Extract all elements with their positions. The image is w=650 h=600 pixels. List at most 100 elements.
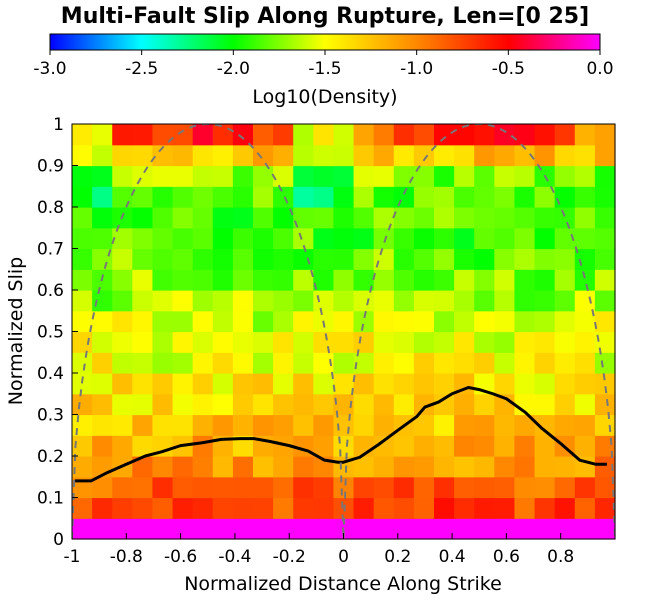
heatmap-cell [92, 352, 113, 374]
heatmap-cell [192, 476, 214, 499]
heatmap-cell [353, 456, 375, 478]
heatmap-cell [92, 435, 113, 457]
heatmap-cell [333, 186, 355, 208]
heatmap-cell [434, 414, 455, 436]
heatmap-cell [253, 124, 274, 146]
heatmap-cell [232, 373, 254, 395]
y-tick-label: 0.5 [37, 323, 64, 343]
heatmap-cell [454, 435, 475, 457]
heatmap-cell [554, 124, 576, 146]
heatmap-cell [434, 497, 455, 519]
heatmap-cell [132, 331, 154, 353]
heatmap-cell [192, 207, 214, 229]
heatmap-cell [152, 227, 174, 250]
heatmap-cell [494, 518, 516, 540]
heatmap-cell [293, 497, 314, 519]
heatmap-cell [494, 331, 516, 353]
heatmap-cell [514, 269, 536, 291]
heatmap-cell [474, 331, 495, 353]
heatmap-cell [413, 207, 435, 229]
x-tick-label: 0.8 [547, 547, 574, 567]
heatmap-cell [92, 248, 113, 270]
heatmap-cell [152, 331, 174, 353]
heatmap-cell [132, 476, 154, 499]
heatmap-cell [534, 290, 556, 312]
heatmap-cell [212, 331, 234, 353]
heatmap-cell [373, 435, 395, 457]
heatmap-cell [474, 310, 495, 333]
heatmap-cell [112, 144, 133, 167]
heatmap-cell [253, 144, 274, 167]
heatmap-cell [554, 497, 576, 519]
heatmap-cell [413, 393, 435, 416]
heatmap-cell [574, 352, 596, 374]
heatmap-cell [474, 435, 495, 457]
heatmap-cell [232, 456, 254, 478]
heatmap-cell [554, 352, 576, 374]
heatmap-cell [232, 290, 254, 312]
heatmap-cell [353, 518, 375, 540]
heatmap-cell [232, 497, 254, 519]
heatmap-cell [554, 476, 576, 499]
heatmap-cell [393, 476, 415, 499]
heatmap-cell [92, 290, 113, 312]
heatmap-cell [333, 269, 355, 291]
heatmap-cell [212, 393, 234, 416]
heatmap-cell [494, 352, 516, 374]
heatmap-cell [393, 124, 415, 146]
heatmap-cell [313, 518, 335, 540]
heatmap-cell [192, 414, 214, 436]
heatmap-cell [253, 207, 274, 229]
heatmap-cell [253, 352, 274, 374]
heatmap-cell [514, 207, 536, 229]
heatmap-cell [554, 393, 576, 416]
heatmap-cell [293, 165, 314, 187]
heatmap-cell [554, 373, 576, 395]
heatmap-cell [273, 290, 294, 312]
heatmap-cell [494, 476, 516, 499]
heatmap-cell [333, 227, 355, 250]
heatmap-cell [132, 393, 154, 416]
heatmap-cell [132, 144, 154, 167]
heatmap-cell [112, 414, 133, 436]
heatmap-cell [454, 393, 475, 416]
y-tick-label: 1 [53, 115, 64, 135]
heatmap-cell [152, 497, 174, 519]
heatmap-cell [494, 248, 516, 270]
heatmap-cell [253, 186, 274, 208]
heatmap-cell [454, 456, 475, 478]
heatmap-cell [393, 518, 415, 540]
heatmap-cell [72, 331, 93, 353]
heatmap-cell [172, 165, 194, 187]
heatmap-cell [192, 144, 214, 167]
heatmap-cell [273, 352, 294, 374]
heatmap-cell [212, 124, 234, 146]
heatmap-cell [132, 497, 154, 519]
heatmap-cell [72, 290, 93, 312]
heatmap-cell [474, 393, 495, 416]
heatmap-cell [293, 310, 314, 333]
heatmap-cell [112, 227, 133, 250]
heatmap-cell [413, 248, 435, 270]
heatmap-cell [333, 207, 355, 229]
heatmap-cell [273, 186, 294, 208]
heatmap-cell [454, 290, 475, 312]
heatmap-cell [192, 518, 214, 540]
heatmap-cell [212, 248, 234, 270]
heatmap-cell [112, 165, 133, 187]
heatmap-cell [152, 456, 174, 478]
heatmap-cell [434, 207, 455, 229]
heatmap-cell [574, 207, 596, 229]
heatmap-cell [454, 144, 475, 167]
heatmap-cell [514, 144, 536, 167]
heatmap-cell [393, 497, 415, 519]
heatmap-cell [92, 186, 113, 208]
heatmap-cell [132, 165, 154, 187]
heatmap-cell [434, 144, 455, 167]
heatmap-cell [514, 248, 536, 270]
heatmap-cell [574, 310, 596, 333]
heatmap-cell [152, 124, 174, 146]
heatmap-cell [253, 290, 274, 312]
heatmap-cell [293, 248, 314, 270]
heatmap-cell [353, 290, 375, 312]
